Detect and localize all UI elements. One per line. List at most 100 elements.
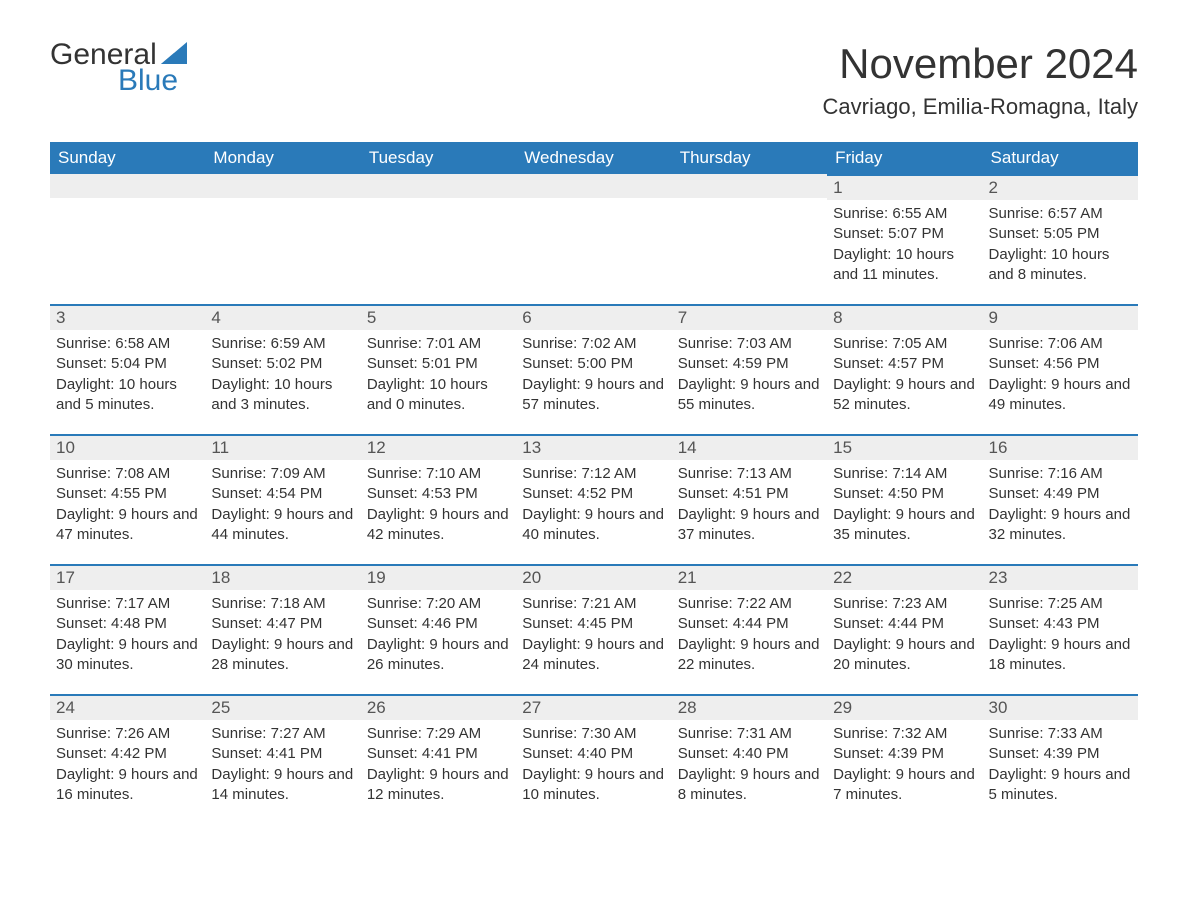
sunrise-line-value: 7:31 AM [737,725,792,742]
sunrise-line-value: 7:08 AM [115,465,170,482]
calendar-day-cell: 26Sunrise: 7:29 AMSunset: 4:41 PMDayligh… [361,694,516,824]
sunset-line-label: Sunset: [211,745,262,762]
daylight-line: Daylight: 9 hours and 40 minutes. [522,505,665,546]
day-number: 19 [361,564,516,590]
sunrise-line: Sunrise: 7:17 AM [56,594,199,614]
daylight-line-label: Daylight: [367,376,425,393]
sunrise-line-value: 7:18 AM [271,595,326,612]
sunset-line-value: 4:52 PM [577,485,633,502]
sunset-line-value: 4:56 PM [1044,355,1100,372]
weekday-header: Wednesday [516,142,671,174]
sunrise-line-label: Sunrise: [522,725,577,742]
daylight-line-label: Daylight: [522,376,580,393]
sunset-line: Sunset: 5:00 PM [522,354,665,374]
daylight-line-label: Daylight: [522,766,580,783]
sunrise-line-value: 7:25 AM [1048,595,1103,612]
sunrise-line: Sunrise: 7:29 AM [367,724,510,744]
day-number: 22 [827,564,982,590]
sunset-line-label: Sunset: [989,745,1040,762]
calendar-empty-cell [361,174,516,304]
day-details: Sunrise: 7:12 AMSunset: 4:52 PMDaylight:… [516,460,671,555]
day-details: Sunrise: 6:58 AMSunset: 5:04 PMDaylight:… [50,330,205,425]
daylight-line-label: Daylight: [989,506,1047,523]
day-number: 4 [205,304,360,330]
sunrise-line: Sunrise: 6:55 AM [833,204,976,224]
empty-daynum-bar [516,174,671,198]
daylight-line: Daylight: 9 hours and 52 minutes. [833,375,976,416]
sunrise-line-value: 7:05 AM [892,335,947,352]
daylight-line: Daylight: 9 hours and 10 minutes. [522,765,665,806]
sunset-line-value: 4:47 PM [266,615,322,632]
sunrise-line-value: 7:10 AM [426,465,481,482]
day-details: Sunrise: 7:02 AMSunset: 5:00 PMDaylight:… [516,330,671,425]
sunrise-line-label: Sunrise: [522,465,577,482]
weekday-header: Thursday [672,142,827,174]
sunrise-line: Sunrise: 7:27 AM [211,724,354,744]
weekday-header-row: SundayMondayTuesdayWednesdayThursdayFrid… [50,142,1138,174]
sunset-line: Sunset: 4:53 PM [367,484,510,504]
sunrise-line-label: Sunrise: [211,465,266,482]
calendar-day-cell: 17Sunrise: 7:17 AMSunset: 4:48 PMDayligh… [50,564,205,694]
day-number: 16 [983,434,1138,460]
day-number: 29 [827,694,982,720]
sunset-line-label: Sunset: [211,485,262,502]
calendar-day-cell: 14Sunrise: 7:13 AMSunset: 4:51 PMDayligh… [672,434,827,564]
empty-daynum-bar [361,174,516,198]
daylight-line: Daylight: 9 hours and 47 minutes. [56,505,199,546]
day-number: 30 [983,694,1138,720]
sunset-line-value: 4:39 PM [888,745,944,762]
day-number: 27 [516,694,671,720]
daylight-line: Daylight: 9 hours and 12 minutes. [367,765,510,806]
sunset-line-value: 5:04 PM [111,355,167,372]
calendar-day-cell: 16Sunrise: 7:16 AMSunset: 4:49 PMDayligh… [983,434,1138,564]
daylight-line: Daylight: 9 hours and 32 minutes. [989,505,1132,546]
sunset-line-label: Sunset: [989,355,1040,372]
daylight-line-label: Daylight: [367,636,425,653]
day-details: Sunrise: 7:05 AMSunset: 4:57 PMDaylight:… [827,330,982,425]
sunset-line: Sunset: 5:05 PM [989,224,1132,244]
sunrise-line-value: 7:02 AM [581,335,636,352]
sunset-line: Sunset: 4:44 PM [678,614,821,634]
day-number: 17 [50,564,205,590]
sunset-line-value: 4:54 PM [266,485,322,502]
calendar-day-cell: 28Sunrise: 7:31 AMSunset: 4:40 PMDayligh… [672,694,827,824]
sunrise-line-label: Sunrise: [367,725,422,742]
day-details: Sunrise: 7:33 AMSunset: 4:39 PMDaylight:… [983,720,1138,815]
sunrise-line-value: 7:30 AM [581,725,636,742]
sunrise-line-label: Sunrise: [678,725,733,742]
daylight-line: Daylight: 10 hours and 8 minutes. [989,245,1132,286]
sunrise-line-value: 7:21 AM [581,595,636,612]
sunset-line-value: 5:02 PM [266,355,322,372]
sunrise-line-value: 7:20 AM [426,595,481,612]
sunset-line-value: 4:41 PM [266,745,322,762]
calendar-day-cell: 18Sunrise: 7:18 AMSunset: 4:47 PMDayligh… [205,564,360,694]
sunset-line-value: 4:40 PM [733,745,789,762]
day-number: 26 [361,694,516,720]
sunset-line-value: 4:55 PM [111,485,167,502]
daylight-line: Daylight: 9 hours and 37 minutes. [678,505,821,546]
calendar-day-cell: 23Sunrise: 7:25 AMSunset: 4:43 PMDayligh… [983,564,1138,694]
sunrise-line-value: 7:16 AM [1048,465,1103,482]
day-details: Sunrise: 7:25 AMSunset: 4:43 PMDaylight:… [983,590,1138,685]
day-number: 21 [672,564,827,590]
calendar-day-cell: 22Sunrise: 7:23 AMSunset: 4:44 PMDayligh… [827,564,982,694]
sunset-line-label: Sunset: [678,485,729,502]
calendar-day-cell: 5Sunrise: 7:01 AMSunset: 5:01 PMDaylight… [361,304,516,434]
sunset-line-label: Sunset: [522,745,573,762]
daylight-line-label: Daylight: [833,636,891,653]
sunrise-line-label: Sunrise: [989,725,1044,742]
day-details: Sunrise: 7:31 AMSunset: 4:40 PMDaylight:… [672,720,827,815]
sunset-line: Sunset: 4:44 PM [833,614,976,634]
sunset-line-label: Sunset: [56,745,107,762]
sunset-line-value: 4:44 PM [733,615,789,632]
day-number: 3 [50,304,205,330]
daylight-line: Daylight: 9 hours and 42 minutes. [367,505,510,546]
day-number: 20 [516,564,671,590]
sunset-line-value: 4:45 PM [577,615,633,632]
sunrise-line: Sunrise: 7:03 AM [678,334,821,354]
calendar-day-cell: 2Sunrise: 6:57 AMSunset: 5:05 PMDaylight… [983,174,1138,304]
sail-icon [161,40,187,62]
daylight-line-label: Daylight: [211,376,269,393]
daylight-line-label: Daylight: [989,766,1047,783]
calendar-day-cell: 6Sunrise: 7:02 AMSunset: 5:00 PMDaylight… [516,304,671,434]
